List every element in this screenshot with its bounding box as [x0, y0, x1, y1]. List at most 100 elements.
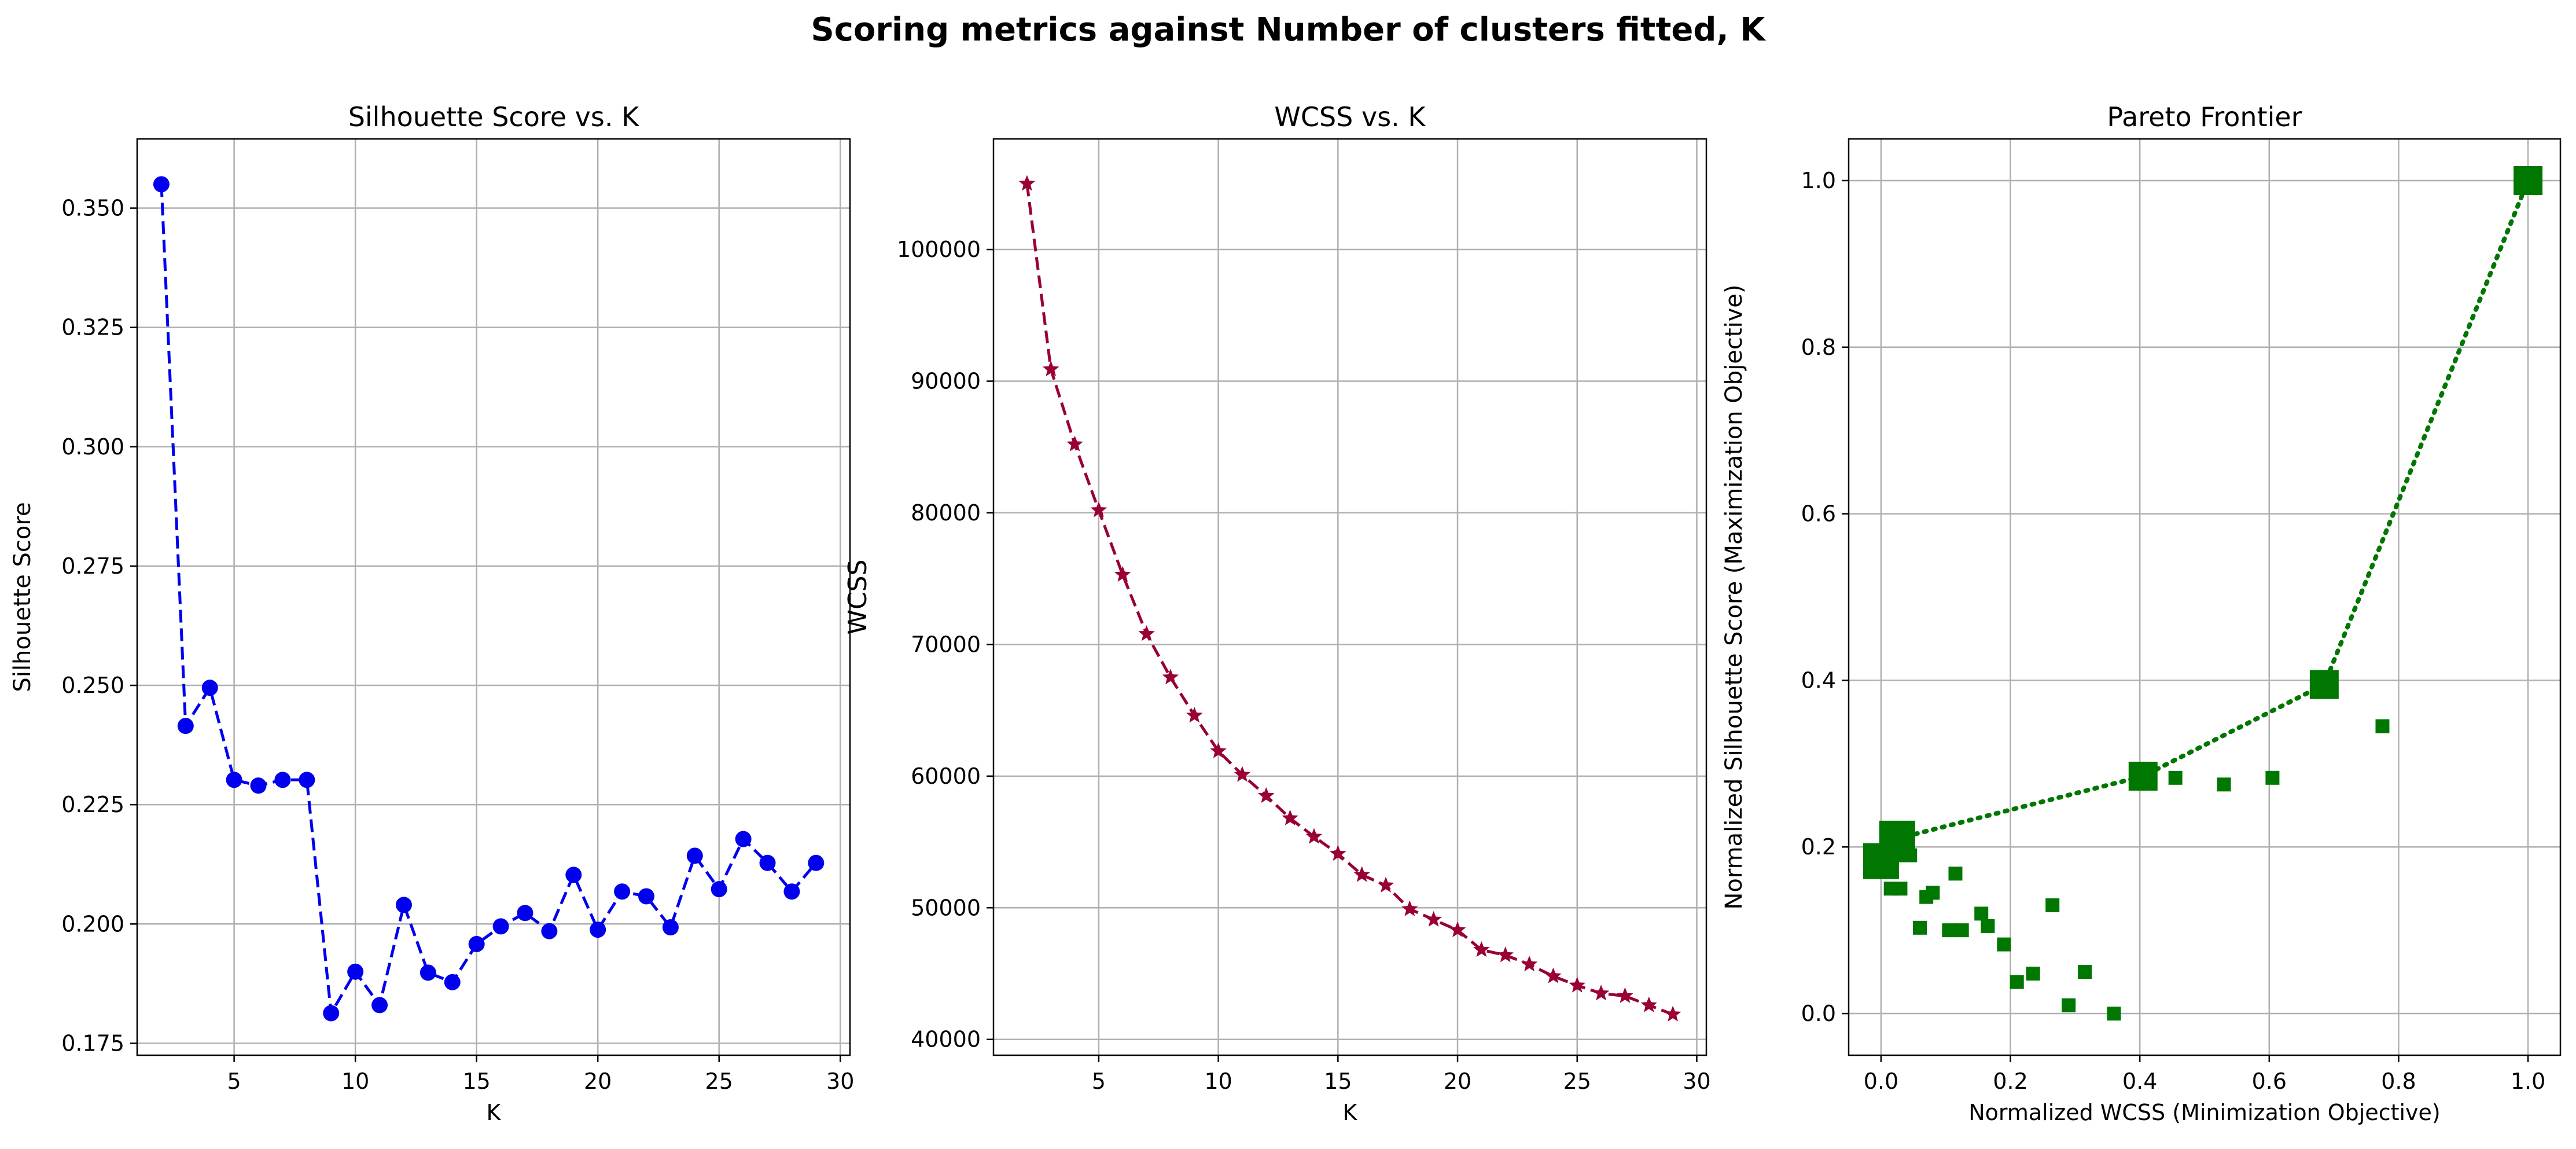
data-point-star [1592, 985, 1610, 1001]
x-tick-label: 0.4 [2122, 1069, 2157, 1094]
y-tick-label: 60000 [911, 763, 981, 789]
y-axis-label: Normalized Silhouette Score (Maximizatio… [1721, 285, 1747, 910]
chart-title: Silhouette Score vs. K [348, 101, 640, 133]
x-tick-label: 20 [584, 1069, 612, 1094]
y-tick-label: 70000 [911, 632, 981, 657]
x-tick-label: 15 [462, 1069, 490, 1094]
pareto-point-square [2128, 761, 2158, 791]
scatter-point-square [1955, 923, 1969, 938]
silhouette-score-chart: 5 10 15 20 25 30 0.175 0.200 0.225 0.250 0.275 0.30… [9, 101, 854, 1125]
data-point-star [1521, 956, 1538, 972]
series-line [1025, 183, 1673, 1016]
data-point-dot [153, 176, 170, 193]
y-tick-label: 0.8 [1801, 335, 1836, 360]
data-point-star [1449, 921, 1466, 938]
x-tick-label: 0.2 [1993, 1069, 2027, 1094]
pareto-frontier-chart: 0.0 0.2 0.4 0.6 0.8 1.0 0.0 0.2 0.4 0.6 0.8 1.0 Pare… [1721, 101, 2562, 1125]
x-tick-label: 25 [705, 1069, 733, 1094]
plot-frame [136, 138, 851, 1056]
scatter-point-square [1942, 923, 1956, 938]
data-point-dot [808, 854, 825, 871]
data-point-star [1258, 787, 1275, 803]
data-point-dot [711, 881, 727, 898]
data-point-star [1497, 946, 1514, 963]
data-point-star [1545, 967, 1562, 983]
data-point-star [1330, 845, 1346, 861]
scatter-point-square [2375, 719, 2390, 733]
y-axis-label: WCSS [843, 559, 873, 634]
data-point-star [1234, 766, 1251, 782]
data-point-dot [541, 923, 558, 939]
data-point-star [1138, 625, 1155, 641]
data-point-dot [201, 680, 218, 696]
data-point-star [1377, 876, 1394, 893]
data-point-dot [759, 854, 776, 871]
x-axis-label: K [1343, 1100, 1358, 1125]
x-tick-label: 5 [227, 1069, 241, 1094]
y-tick-label: 90000 [911, 368, 981, 394]
x-tick-label: 10 [1204, 1069, 1232, 1094]
x-tick-label: 0.8 [2381, 1069, 2416, 1094]
x-axis-label: Normalized WCSS (Minimization Objective) [1968, 1100, 2441, 1125]
data-point-star [1569, 977, 1586, 993]
data-point-dot [371, 997, 388, 1014]
x-tick-label: 10 [341, 1069, 369, 1094]
data-point-dot [517, 905, 533, 922]
scatter-point-square [2107, 1007, 2121, 1021]
data-point-star [1066, 435, 1083, 451]
pareto-point-square [1879, 820, 1915, 857]
data-point-dot [395, 897, 412, 913]
y-tick-label: 0.4 [1801, 667, 1836, 693]
x-tick-label: 30 [1683, 1069, 1710, 1094]
figure-suptitle: Scoring metrics against Number of cluste… [811, 11, 1767, 49]
data-point-dot [735, 831, 752, 847]
data-point-star [1282, 809, 1298, 825]
data-point-dot [323, 1005, 340, 1022]
scatter-point-square [2265, 770, 2280, 785]
scatter-point-square [1913, 920, 1927, 935]
scatter-point-square [1893, 882, 1908, 896]
data-point-star [1210, 742, 1227, 758]
data-point-star [1617, 987, 1633, 1003]
data-point-star [1425, 911, 1442, 927]
x-axis-label: K [487, 1100, 502, 1125]
data-point-star [1186, 707, 1203, 723]
data-point-dot [347, 963, 364, 980]
y-tick-label: 0.275 [61, 553, 124, 579]
data-point-dot [614, 883, 631, 900]
y-tick-label: 0.175 [61, 1030, 124, 1056]
y-tick-label: 100000 [897, 237, 981, 262]
y-tick-label: 40000 [911, 1027, 981, 1052]
pareto-point-square [2309, 670, 2339, 699]
plot-frame [992, 138, 1707, 1056]
x-tick-label: 30 [826, 1069, 854, 1094]
y-tick-label: 0.2 [1801, 834, 1836, 860]
data-point-star [1353, 866, 1370, 882]
y-tick-label: 50000 [911, 895, 981, 920]
y-tick-label: 0.200 [61, 911, 124, 937]
scatter-point-square [2062, 998, 2076, 1012]
x-tick-label: 0.6 [2252, 1069, 2287, 1094]
series-line [160, 184, 818, 1018]
data-point-star [1042, 361, 1059, 377]
y-tick-label: 0.350 [61, 196, 124, 221]
wcss-chart: 5 10 15 20 25 30 40000 50000 60000 70000 80000 9000… [843, 101, 1711, 1125]
data-point-dot [299, 772, 315, 788]
chart-title: Pareto Frontier [2107, 101, 2302, 133]
y-tick-label: 0.300 [61, 434, 124, 460]
scatter-point-square [1926, 886, 1940, 900]
y-tick-label: 0.225 [61, 792, 124, 817]
data-point-dot [250, 777, 267, 794]
y-tick-label: 0.6 [1801, 501, 1836, 527]
data-point-star [1305, 828, 1323, 844]
scatter-point-square [1948, 867, 1963, 881]
x-tick-label: 1.0 [2511, 1069, 2545, 1094]
data-point-dot [662, 919, 679, 936]
data-point-dot [638, 888, 654, 905]
scatter-point-square [2217, 777, 2231, 792]
y-tick-label: 0.250 [61, 673, 124, 698]
data-point-star [1640, 996, 1658, 1012]
data-point-dot [468, 935, 485, 952]
data-point-star [1473, 941, 1490, 957]
scatter-point-square [2078, 965, 2092, 979]
